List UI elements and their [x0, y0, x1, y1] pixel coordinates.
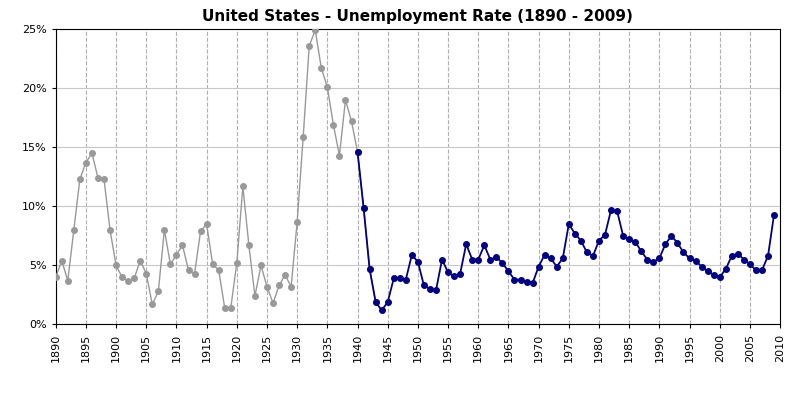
- Estimated % Unemployment: [371, 300, 380, 305]
- Estimated % Unemployment: [220, 305, 229, 310]
- Title: United States - Unemployment Rate (1890 - 2009): United States - Unemployment Rate (1890 …: [202, 9, 634, 24]
- % Unemployment: [709, 272, 719, 277]
- % Unemployment: [353, 149, 362, 154]
- % Unemployment: [455, 271, 465, 276]
- Estimated % Unemployment: [275, 283, 284, 288]
- Estimated % Unemployment: [172, 252, 181, 257]
- Estimated % Unemployment: [105, 228, 115, 233]
- % Unemployment: [588, 253, 598, 258]
- Line: Estimated % Unemployment: Estimated % Unemployment: [53, 27, 378, 311]
- % Unemployment: [769, 212, 778, 217]
- % Unemployment: [413, 259, 423, 264]
- Estimated % Unemployment: [244, 243, 254, 248]
- Estimated % Unemployment: [250, 294, 259, 299]
- % Unemployment: [486, 257, 495, 262]
- Estimated % Unemployment: [232, 260, 241, 265]
- Line: % Unemployment: % Unemployment: [355, 149, 777, 313]
- % Unemployment: [715, 275, 724, 280]
- Estimated % Unemployment: [51, 275, 60, 280]
- % Unemployment: [377, 308, 386, 313]
- Estimated % Unemployment: [310, 28, 320, 33]
